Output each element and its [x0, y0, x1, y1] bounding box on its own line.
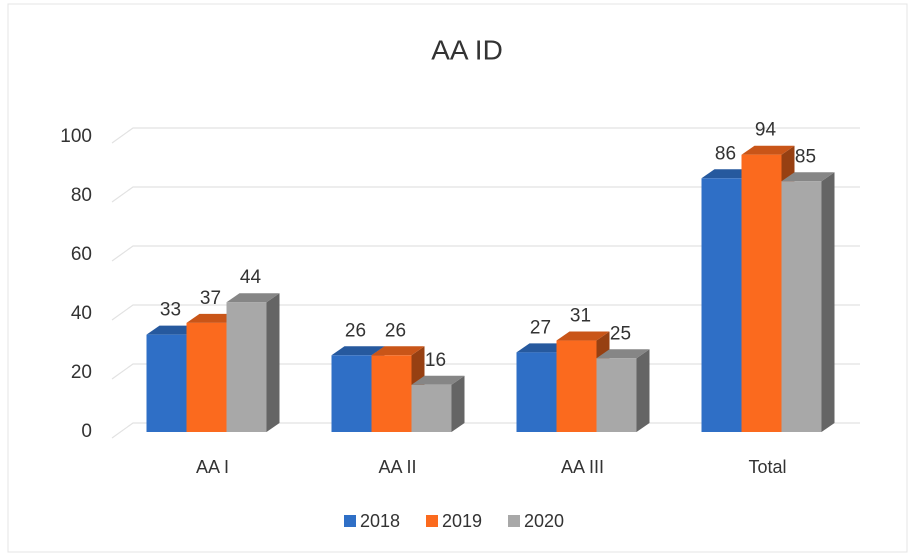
data-label: 44 [240, 267, 262, 288]
data-label: 25 [610, 323, 631, 344]
bar-top [146, 325, 200, 335]
grid-line [111, 245, 860, 262]
y-tick-label: 80 [71, 185, 92, 206]
bar-side [266, 293, 280, 432]
bar [411, 375, 465, 432]
bar-front [781, 181, 822, 432]
data-label: 86 [715, 143, 736, 164]
data-label: 85 [795, 146, 816, 167]
bar-front [596, 358, 637, 432]
bar-top [596, 349, 650, 359]
legend-swatch [508, 515, 520, 527]
data-label: 26 [345, 320, 366, 341]
grid-line [111, 186, 860, 203]
legend-swatch [426, 515, 438, 527]
y-tick-label: 60 [71, 244, 92, 265]
bar [226, 293, 280, 432]
bar-top [186, 313, 240, 323]
legend-label: 2018 [360, 511, 400, 531]
bar-front [741, 154, 782, 432]
chart-title: AA ID [431, 34, 503, 65]
data-label: 94 [755, 120, 777, 141]
bar-front [331, 355, 372, 432]
grid-line [111, 304, 860, 321]
bar-top [556, 331, 610, 341]
bar-front [186, 322, 227, 432]
bar-top [781, 172, 835, 182]
bar-top [411, 375, 465, 385]
bar-front [146, 334, 187, 432]
legend-label: 2020 [524, 511, 564, 531]
x-tick-label: AA III [561, 457, 604, 477]
bar-top [371, 346, 425, 356]
bar-top [226, 293, 280, 303]
bar [781, 172, 835, 432]
data-label: 27 [530, 317, 551, 338]
grid-line [111, 127, 860, 144]
y-tick-label: 100 [60, 126, 92, 147]
bar-front [701, 178, 742, 432]
bar-top [701, 169, 755, 179]
bar-front [411, 384, 452, 432]
bar-side [451, 375, 465, 432]
bar-top [331, 346, 385, 356]
data-label: 33 [160, 300, 181, 321]
y-tick-label: 0 [81, 421, 92, 442]
legend-swatch [344, 515, 356, 527]
bar-side [821, 172, 835, 432]
x-tick-label: Total [748, 457, 786, 477]
data-label: 26 [385, 320, 406, 341]
legend-label: 2019 [442, 511, 482, 531]
bar-side [636, 349, 650, 432]
data-label: 16 [425, 350, 446, 371]
bar-front [516, 352, 557, 432]
x-tick-label: AA II [378, 457, 416, 477]
data-label: 37 [200, 288, 221, 309]
x-tick-label: AA I [196, 457, 229, 477]
y-tick-label: 40 [71, 303, 92, 324]
bar-top [741, 145, 795, 155]
bar [596, 349, 650, 432]
bar-front [556, 340, 597, 432]
bar-front [371, 355, 412, 432]
y-tick-label: 20 [71, 362, 92, 383]
data-label: 31 [570, 306, 591, 327]
bar-front [226, 302, 267, 432]
bar-top [516, 343, 570, 353]
